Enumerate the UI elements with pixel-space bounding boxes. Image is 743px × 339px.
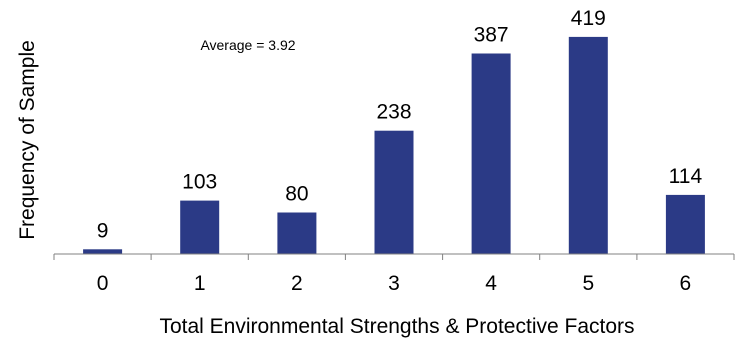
data-label-5: 419 bbox=[571, 7, 606, 30]
data-label-0: 9 bbox=[97, 219, 109, 242]
bar-3 bbox=[374, 130, 414, 254]
x-tick-label-5: 5 bbox=[582, 272, 594, 295]
data-label-4: 387 bbox=[474, 24, 509, 47]
bar-0 bbox=[83, 249, 123, 254]
bar-1 bbox=[180, 200, 220, 254]
x-tick-label-1: 1 bbox=[194, 272, 206, 295]
average-annotation: Average = 3.92 bbox=[200, 37, 295, 53]
y-axis-title: Frequency of Sample bbox=[16, 40, 39, 240]
x-tick-label-4: 4 bbox=[485, 272, 497, 295]
bar-6 bbox=[665, 194, 705, 254]
x-tick-label-0: 0 bbox=[97, 272, 109, 295]
x-tick-label-2: 2 bbox=[291, 272, 303, 295]
data-label-6: 114 bbox=[669, 165, 703, 188]
bar-4 bbox=[471, 53, 511, 254]
plot-area: 9 0 103 1 80 2 238 3 387 4 419 5 114 6 bbox=[53, 7, 735, 295]
data-label-1: 103 bbox=[182, 171, 217, 194]
bar-5 bbox=[568, 36, 608, 255]
x-axis-title: Total Environmental Strengths & Protecti… bbox=[159, 315, 634, 338]
bar-2 bbox=[277, 212, 317, 254]
x-tick-label-3: 3 bbox=[388, 272, 400, 295]
data-label-2: 80 bbox=[285, 183, 308, 206]
x-tick-label-6: 6 bbox=[680, 272, 692, 295]
data-label-3: 238 bbox=[376, 101, 411, 124]
